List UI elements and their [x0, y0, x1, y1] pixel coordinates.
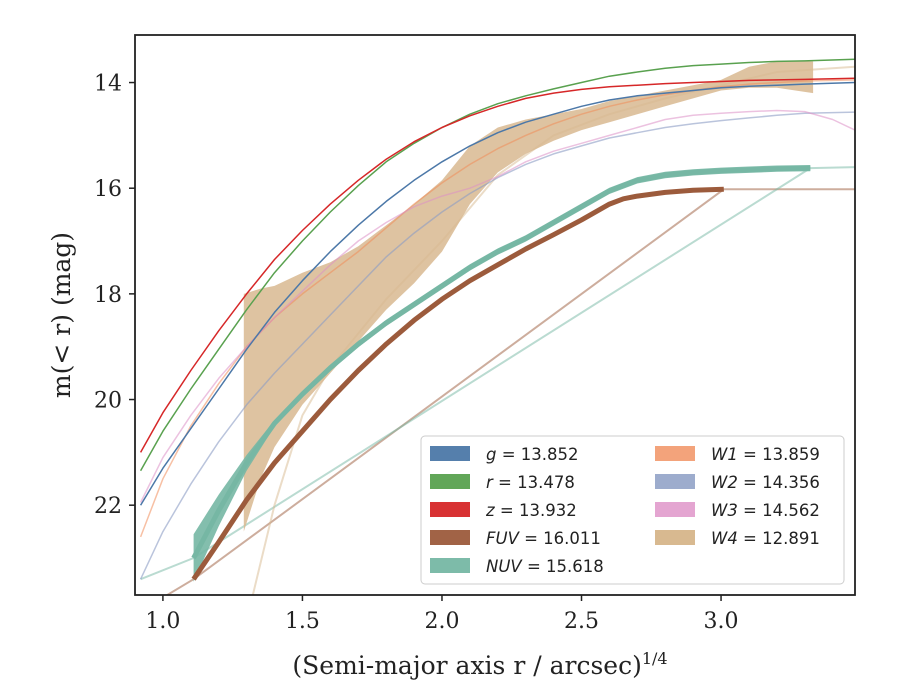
legend-band-fuv: FUV [486, 529, 521, 548]
legend-band-w4: W4 [711, 529, 738, 548]
legend-value-nuv: = 15.618 [522, 557, 604, 576]
series-z-line [139, 77, 855, 453]
legend-label-w1: W1 = 13.859 [711, 445, 820, 464]
series-nuv-extension [140, 166, 855, 581]
legend-swatch-r [430, 474, 470, 489]
legend-entry-w4: W4 = 12.891 [655, 529, 820, 548]
legend-value-g: = 13.852 [496, 445, 578, 464]
series-nuv-line [191, 165, 811, 560]
legend-entry-g: g = 13.852 [430, 445, 579, 464]
legend-value-r: = 13.478 [493, 473, 575, 492]
legend-value-fuv: = 16.011 [519, 529, 601, 548]
y-axis-label: m(< r) (mag) [47, 232, 76, 398]
legend-value-w3: = 14.562 [738, 501, 820, 520]
legend-swatch-fuv [430, 530, 470, 545]
x-axis-label-main: (Semi-major axis r / arcsec) [292, 651, 641, 680]
x-tick-label: 1.0 [145, 609, 180, 634]
x-tick-label: 1.5 [285, 609, 320, 634]
legend-swatch-w3 [655, 502, 695, 517]
legend-label-fuv: FUV = 16.011 [486, 529, 601, 548]
x-tick-label: 3.0 [704, 609, 739, 634]
legend-band-nuv: NUV [486, 557, 523, 576]
legend-swatch-nuv [430, 558, 470, 573]
y-tick-label: 14 [94, 72, 122, 97]
y-tick-label: 22 [94, 494, 122, 519]
legend-value-w1: = 13.859 [738, 445, 820, 464]
y-tick-label: 16 [94, 177, 122, 202]
legend-label-w2: W2 = 14.356 [711, 473, 820, 492]
plot-frame [134, 34, 856, 596]
y-tick-label: 18 [94, 283, 122, 308]
legend-entry-w3: W3 = 14.562 [655, 501, 820, 520]
legend-box [420, 435, 845, 585]
series-w2-line [139, 111, 855, 580]
legend-band-z: z [485, 501, 495, 520]
legend-band-g: g [486, 445, 496, 464]
legend-entry-w1: W1 = 13.859 [655, 445, 820, 464]
legend-value-w4: = 12.891 [738, 529, 820, 548]
legend-swatch-w4 [655, 530, 695, 545]
legend-entry-nuv: NUV = 15.618 [430, 557, 604, 576]
legend-band-r: r [486, 473, 494, 492]
legend-label-r: r = 13.478 [486, 473, 575, 492]
legend-swatch-g [430, 446, 470, 461]
axis-ticks: 1.0 1.5 2.0 2.5 3.0 14 16 18 20 22 [94, 72, 739, 634]
legend-entry-r: r = 13.478 [430, 473, 575, 492]
series-w4-band [243, 61, 814, 532]
x-axis-label: (Semi-major axis r / arcsec)1/4 [292, 649, 667, 680]
series-fuv-line [191, 186, 724, 581]
y-tick-label: 20 [94, 389, 122, 414]
legend-band-w2: W2 [711, 473, 738, 492]
legend-band-w1: W1 [711, 445, 738, 464]
legend-entry-fuv: FUV = 16.011 [430, 529, 601, 548]
legend-label-w3: W3 = 14.562 [711, 501, 820, 520]
legend-band-w3: W3 [711, 501, 738, 520]
series-fuv-extension [165, 188, 855, 595]
x-axis-label-superscript: 1/4 [642, 649, 668, 668]
legend-value-z: = 13.932 [495, 501, 577, 520]
legend-entry-z: z = 13.932 [430, 501, 577, 520]
legend-swatch-w1 [655, 446, 695, 461]
x-tick-label: 2.0 [424, 609, 459, 634]
series-layer [139, 58, 855, 595]
legend-swatch-w2 [655, 474, 695, 489]
legend-label-w4: W4 = 12.891 [711, 529, 820, 548]
series-r-line [139, 58, 855, 472]
legend-swatch-z [430, 502, 470, 517]
legend-value-w2: = 14.356 [738, 473, 820, 492]
series-g-line [139, 81, 855, 506]
legend-label-nuv: NUV = 15.618 [486, 557, 604, 576]
legend-label-g: g = 13.852 [486, 445, 579, 464]
x-tick-label: 2.5 [564, 609, 599, 634]
legend-label-z: z = 13.932 [485, 501, 577, 520]
legend-entry-w2: W2 = 14.356 [655, 473, 820, 492]
